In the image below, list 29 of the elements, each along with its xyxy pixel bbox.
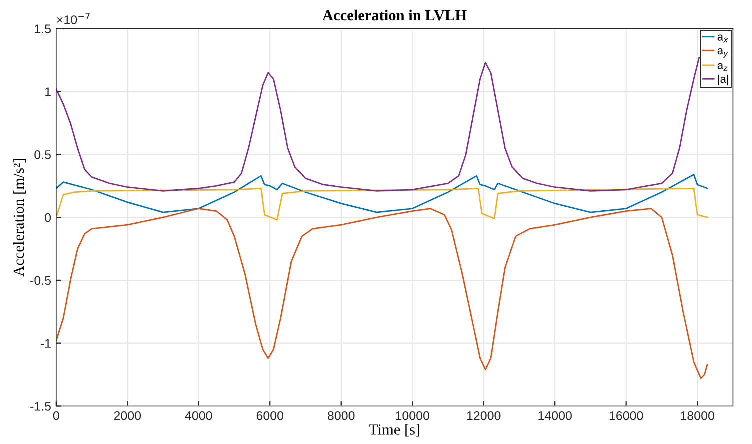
legend-label: a$_{z}$ xyxy=(718,63,728,72)
x-axis-title: Time [s] xyxy=(369,424,420,437)
line-series xyxy=(56,208,708,380)
y-tick-label: 0.5 xyxy=(34,150,52,160)
line-series xyxy=(56,57,700,192)
chart-title: Acceleration in LVLH xyxy=(322,10,467,21)
x-tick-label: 4000 xyxy=(185,411,212,420)
x-tick-label: 2000 xyxy=(114,411,142,420)
legend-label: a$_{x}$ xyxy=(718,34,728,43)
y-tick-label: -0.5 xyxy=(30,276,52,286)
y-tick-label: -1.5 xyxy=(30,402,52,411)
x-tick-label: 0 xyxy=(53,411,60,420)
y-tick-label: -1 xyxy=(40,339,51,348)
y-tick-label: 0 xyxy=(45,213,52,222)
x-tick-label: 18000 xyxy=(681,411,714,420)
x-tick-label: 6000 xyxy=(256,411,284,420)
line-series xyxy=(56,174,708,214)
y-tick-label: 1.5 xyxy=(35,24,52,34)
legend-label: |a| xyxy=(718,74,728,86)
x-tick-label: 16000 xyxy=(610,411,644,420)
y-tick-label: 1 xyxy=(46,88,51,96)
line-series xyxy=(56,188,708,221)
x-tick-label: 14000 xyxy=(538,411,572,420)
text: ×10$^{−7}$ xyxy=(57,13,90,24)
legend-label: a$_{y}$ xyxy=(718,48,728,58)
x-tick-label: 12000 xyxy=(467,411,501,420)
x-tick-label: 8000 xyxy=(328,411,355,420)
x-tick-label: 10000 xyxy=(396,411,430,420)
y-axis-title: Acceleration [m/s²] xyxy=(13,159,26,277)
